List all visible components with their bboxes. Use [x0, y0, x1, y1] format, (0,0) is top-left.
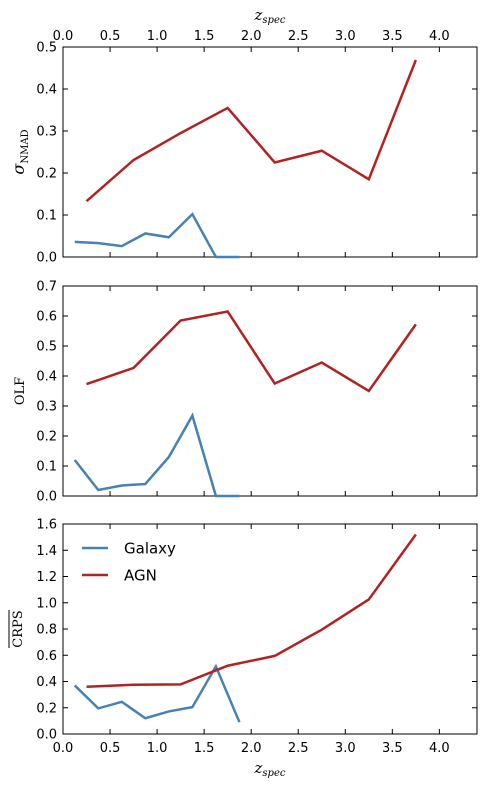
panel-3: 0.0 0.2 0.4 0.6 0.8 1.0 1.2 1.4 1.6 0.0 0.5 1.0 1.5 2…	[8, 518, 478, 756]
x-tick-label-top: 4.0	[429, 29, 450, 44]
y-tick-label: 0.5	[36, 340, 57, 355]
x-tick-label-top: 1.0	[147, 29, 168, 44]
series-line-galaxy	[74, 212, 240, 259]
x-tick-label-bottom: 2.5	[288, 741, 309, 756]
y-tick-label: 0.2	[36, 701, 57, 716]
y-tick-label: 0.6	[36, 649, 57, 664]
x-tick-label-top: 2.0	[241, 29, 262, 44]
x-tick-label-top: 2.5	[288, 29, 309, 44]
series-line-galaxy	[73, 663, 241, 723]
x-tick-label-bottom: 0.0	[53, 741, 74, 756]
x-tick-label-bottom: 4.0	[429, 741, 450, 756]
legend-label-galaxy: Galaxy	[124, 540, 176, 558]
y-tick-label: 0.8	[36, 623, 57, 638]
y-tick-label: 1.2	[36, 570, 57, 585]
y-tick-label: 0.0	[36, 251, 57, 266]
series-line-agn	[86, 533, 417, 688]
x-tick-label-top: 1.5	[194, 29, 215, 44]
panel-1: 0.00.10.20.30.40.50.0 0.5 1.0 1.5 2.0 2.5 3.0 3…	[9, 29, 478, 266]
x-axis-title-top: zspec	[254, 6, 286, 26]
x-tick-label-top: 0.5	[100, 29, 121, 44]
y-tick-label: 0.2	[36, 167, 57, 182]
legend-label-agn: AGN	[124, 567, 157, 585]
x-tick-label-top: 0.0	[53, 29, 74, 44]
x-tick-label-bottom: 0.5	[100, 741, 121, 756]
y-tick-label: 0.5	[36, 41, 57, 56]
series-line-agn	[86, 310, 417, 393]
y-tick-label: 0.4	[36, 675, 57, 690]
y-tick-label: 0.6	[36, 310, 57, 325]
y-tick-label: 1.4	[36, 544, 57, 559]
y-tick-label: 0.1	[36, 460, 57, 475]
y-tick-label: 0.4	[36, 370, 57, 385]
x-tick-label-bottom: 3.0	[335, 741, 356, 756]
x-tick-label-bottom: 1.5	[194, 741, 215, 756]
x-tick-label-bottom: 2.0	[241, 741, 262, 756]
plot-frame	[62, 285, 478, 497]
y-tick-label: 0.2	[36, 430, 57, 445]
y-axis-label: OLF	[13, 377, 28, 405]
y-tick-label: 1.0	[36, 596, 57, 611]
y-tick-label: 0.3	[36, 400, 57, 415]
y-axis-label: σNMAD	[9, 129, 31, 174]
x-axis-title-bottom: zspec	[254, 759, 286, 779]
plot-frame	[62, 46, 478, 258]
x-tick-label-top: 3.0	[335, 29, 356, 44]
x-tick-label-bottom: 3.5	[382, 741, 403, 756]
y-tick-label: 0.3	[36, 125, 57, 140]
y-tick-label: 1.6	[36, 518, 57, 533]
panel-2: 0.0 0.1 0.2 0.3 0.4 0.5 0.6 0.7 OLF	[13, 280, 478, 505]
y-tick-label: 0.4	[36, 83, 57, 98]
series-line-agn	[85, 59, 418, 203]
series-line-galaxy	[73, 412, 240, 498]
y-tick-label: 0.7	[36, 280, 57, 295]
y-axis-label: CRPS	[11, 610, 26, 647]
x-tick-label-top: 3.5	[382, 29, 403, 44]
y-tick-label: 0.1	[36, 209, 57, 224]
y-tick-label: 0.0	[36, 490, 57, 505]
x-tick-label-bottom: 1.0	[147, 741, 168, 756]
y-tick-label: 0.0	[36, 728, 57, 743]
